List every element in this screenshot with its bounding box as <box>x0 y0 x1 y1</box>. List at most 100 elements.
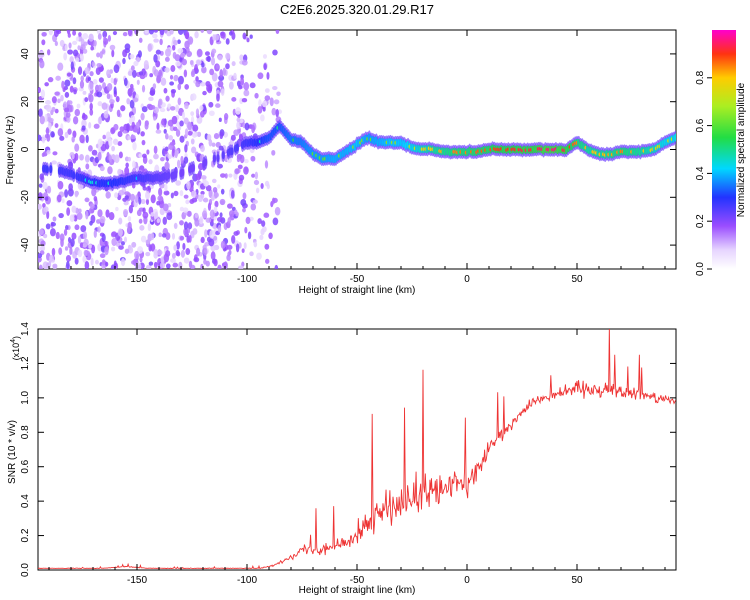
spectrogram-noise-cell <box>219 198 226 206</box>
spectrogram-noise-cell <box>203 180 209 187</box>
spectrogram-noise-cell <box>191 132 197 138</box>
snr-x-tick-label: -150 <box>127 575 147 586</box>
spectrogram-noise-cell <box>272 217 279 226</box>
spectrogram-noise-cell <box>93 40 97 47</box>
spectrogram-noise-cell <box>165 133 169 140</box>
spectrogram-noise-cell <box>101 259 106 266</box>
spectrogram-noise-cell <box>242 32 247 40</box>
spectrogram-noise-cell <box>115 95 120 103</box>
spectrogram-noise-cell <box>52 151 58 156</box>
spectrogram-noise-cell <box>108 138 113 147</box>
spectrogram-noise-cell <box>178 261 183 269</box>
spectrogram-noise-cell <box>194 212 199 219</box>
spectrogram-noise-cell <box>145 190 150 200</box>
spectrogram-ridge-cell <box>72 171 76 180</box>
spectrogram-noise-cell <box>46 149 51 155</box>
spectrogram-noise-cell <box>146 149 150 155</box>
spectrogram-noise-cell <box>217 184 221 189</box>
spectrogram-ridge-cell <box>212 154 217 163</box>
spectrogram-noise-cell <box>65 254 72 262</box>
spectrogram-noise-cell <box>211 72 218 82</box>
spectrogram-noise-cell <box>65 112 71 118</box>
spectrogram-noise-cell <box>82 48 88 54</box>
spectrogram-noise-cell <box>79 53 84 62</box>
spectrogram-noise-cell <box>68 42 72 49</box>
spectrogram-noise-cell <box>170 192 174 199</box>
spectrogram-noise-cell <box>200 110 205 118</box>
spectrogram-noise-cell <box>217 54 223 61</box>
spectrogram-noise-cell <box>80 44 86 50</box>
spectrogram-noise-cell <box>243 81 250 91</box>
spectrogram-noise-cell <box>83 238 89 246</box>
spectrogram-noise-cell <box>249 251 254 257</box>
spectrogram-noise-cell <box>194 63 199 73</box>
spectrogram-noise-cell <box>74 257 79 265</box>
spectrogram-noise-cell <box>45 127 50 135</box>
spectrogram-noise-cell <box>228 81 234 90</box>
spectrogram-noise-cell <box>140 131 145 137</box>
spectrogram-noise-cell <box>102 30 108 38</box>
spectrogram-noise-cell <box>108 212 115 221</box>
spectrogram-noise-cell <box>142 186 147 191</box>
spectrogram-noise-cell <box>187 222 193 230</box>
spectrogram-noise-cell <box>66 200 73 207</box>
spectrogram-noise-cell <box>41 134 46 144</box>
snr-y-tick-label: 0.2 <box>20 528 31 542</box>
spectrogram-noise-cell <box>200 190 205 196</box>
spectrogram-noise-cell <box>147 186 151 191</box>
spectrogram-noise-cell <box>175 249 180 257</box>
spectrogram-noise-cell <box>150 212 155 217</box>
spectrogram-noise-cell <box>239 54 244 61</box>
spectrogram-noise-cell <box>153 251 158 259</box>
spectrogram-noise-cell <box>189 264 196 269</box>
spectrogram-noise-cell <box>215 103 221 108</box>
spectrogram-noise-cell <box>250 155 256 162</box>
spectrogram-noise-cell <box>78 208 82 213</box>
spectrogram-noise-cell <box>153 38 159 43</box>
spectrogram-noise-cell <box>179 220 184 226</box>
spectrogram-noise-cell <box>196 247 201 257</box>
spectrogram-noise-cell <box>38 50 45 58</box>
spectrogram-noise-cell <box>220 31 226 39</box>
spectrogram-noise-cell <box>210 195 215 201</box>
spectrogram-noise-cell <box>59 135 65 141</box>
spectrogram-noise-cell <box>232 108 236 116</box>
spectrogram-noise-cell <box>227 217 232 224</box>
spectrogram-noise-cell <box>145 198 150 205</box>
spectrogram-noise-cell <box>222 67 226 76</box>
spectrogram-noise-cell <box>50 222 56 227</box>
spectrogram-noise-cell <box>82 231 88 240</box>
spectrogram-noise-cell <box>194 31 199 39</box>
spectrogram-noise-cell <box>97 84 103 92</box>
spectrogram-noise-cell <box>149 73 154 78</box>
spectrogram-noise-cell <box>69 247 73 256</box>
snr-x-tick-label: 50 <box>571 575 583 586</box>
spectrogram-noise-cell <box>169 106 176 111</box>
spectrogram-noise-cell <box>208 238 215 247</box>
spectrogram-noise-cell <box>265 258 270 264</box>
spectrogram-noise-cell <box>202 247 208 256</box>
spectrogram-noise-cell <box>63 228 68 236</box>
spectrogram-noise-cell <box>169 75 174 80</box>
spectrogram-noise-cell <box>144 122 149 130</box>
snr-multiplier: (x104) <box>10 336 21 360</box>
spectrogram-noise-cell <box>220 188 225 195</box>
spectrogram-noise-cell <box>238 133 243 139</box>
spectrogram-noise-cell <box>225 63 230 70</box>
spectrogram-noise-cell <box>54 108 59 114</box>
spectrogram-noise-cell <box>238 84 243 90</box>
spectrogram-x-tick-label: -50 <box>350 274 365 285</box>
spectrogram-noise-cell <box>79 242 84 249</box>
spectrogram-noise-cell <box>119 126 125 132</box>
spectrogram-noise-cell <box>217 163 223 169</box>
spectrogram-noise-cell <box>130 86 134 93</box>
spectrogram-noise-cell <box>69 56 74 63</box>
spectrogram-noise-cell <box>262 100 268 108</box>
snr-multiplier-close: ) <box>11 336 21 339</box>
spectrogram-noise-cell <box>194 218 200 227</box>
spectrogram-noise-cell <box>124 191 130 196</box>
spectrogram-noise-cell <box>115 206 119 212</box>
spectrogram-noise-cell <box>57 62 64 71</box>
spectrogram-noise-cell <box>74 152 79 161</box>
spectrogram-noise-cell <box>184 128 189 137</box>
